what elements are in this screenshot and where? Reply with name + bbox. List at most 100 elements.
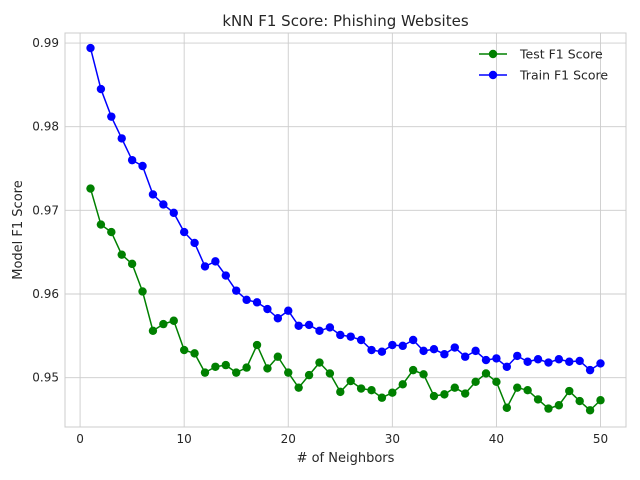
y-tick-label: 0.97 [32, 203, 59, 217]
data-point-train-f1-score [460, 352, 470, 361]
x-tick-label: 40 [489, 432, 504, 446]
data-point-test-f1-score [159, 319, 168, 329]
data-point-train-f1-score [127, 155, 137, 165]
x-axis-label: # of Neighbors [297, 451, 395, 466]
data-point-test-f1-score [273, 352, 283, 361]
data-point-test-f1-score [200, 368, 210, 377]
data-point-test-f1-score [377, 393, 387, 402]
data-point-test-f1-score [284, 368, 293, 377]
data-point-train-f1-score [481, 355, 491, 365]
data-point-test-f1-score [471, 377, 480, 387]
legend-marker-train-f1-score [488, 70, 498, 80]
tick-labels: 0 10 20 30 40 50 0.95 0.96 0.97 0.98 0.99 [32, 36, 608, 446]
data-point-train-f1-score [565, 357, 574, 366]
data-point-train-f1-score [169, 208, 178, 218]
data-point-train-f1-score [419, 346, 428, 356]
data-point-test-f1-score [408, 365, 418, 375]
data-point-test-f1-score [388, 388, 397, 397]
data-point-train-f1-score [221, 271, 231, 280]
legend-label-train-f1-score: Train F1 Score [519, 68, 608, 83]
data-point-train-f1-score [575, 356, 584, 366]
y-tick-label: 0.96 [32, 287, 59, 301]
series-layer [86, 43, 605, 415]
data-point-test-f1-score [148, 326, 158, 336]
data-point-train-f1-score [367, 345, 376, 355]
data-point-train-f1-score [96, 84, 106, 94]
data-point-test-f1-score [565, 386, 574, 396]
series-train-f1-score [86, 43, 605, 375]
plot-frame [64, 32, 627, 428]
data-point-test-f1-score [336, 387, 345, 397]
data-point-train-f1-score [107, 112, 116, 121]
data-point-train-f1-score [596, 359, 605, 368]
data-point-train-f1-score [284, 306, 293, 315]
data-point-train-f1-score [336, 330, 345, 340]
chart-title: kNN F1 Score: Phishing Websites [222, 12, 468, 30]
legend-item-test-f1-score: Test F1 Score [479, 47, 603, 62]
data-point-train-f1-score [294, 321, 303, 330]
data-point-test-f1-score [96, 220, 106, 229]
data-point-train-f1-score [471, 346, 480, 356]
data-point-train-f1-score [232, 286, 241, 295]
data-point-train-f1-score [86, 43, 95, 53]
data-point-test-f1-score [429, 391, 439, 401]
y-tick-label: 0.95 [32, 371, 59, 385]
data-point-test-f1-score [356, 384, 366, 393]
y-axis-label: Model F1 Score [11, 180, 26, 279]
data-point-test-f1-score [575, 396, 584, 406]
data-point-test-f1-score [304, 370, 314, 380]
data-point-train-f1-score [585, 365, 595, 375]
data-point-train-f1-score [356, 335, 366, 345]
data-point-test-f1-score [211, 362, 220, 371]
data-point-test-f1-score [450, 383, 459, 392]
data-point-test-f1-score [544, 404, 553, 413]
data-point-test-f1-score [419, 370, 428, 379]
data-point-test-f1-score [252, 340, 262, 350]
data-point-test-f1-score [523, 385, 532, 395]
data-point-test-f1-score [117, 250, 126, 259]
data-point-train-f1-score [388, 340, 397, 350]
data-point-test-f1-score [513, 383, 522, 392]
y-tick-label: 0.98 [32, 120, 59, 134]
legend: Test F1 Score Train F1 Score [479, 47, 608, 83]
data-point-test-f1-score [190, 349, 199, 358]
data-point-train-f1-score [492, 354, 501, 363]
data-point-train-f1-score [117, 134, 126, 143]
data-point-test-f1-score [460, 389, 470, 398]
data-point-test-f1-score [367, 385, 376, 395]
data-point-test-f1-score [242, 363, 251, 372]
data-point-test-f1-score [502, 403, 512, 412]
data-point-test-f1-score [315, 358, 324, 367]
data-point-train-f1-score [398, 341, 407, 351]
data-point-train-f1-score [523, 357, 532, 366]
legend-marker-test-f1-score [488, 49, 498, 59]
data-point-train-f1-score [200, 262, 210, 271]
data-point-train-f1-score [263, 304, 272, 314]
x-tick-label: 10 [177, 432, 192, 446]
data-point-train-f1-score [346, 332, 355, 341]
data-point-train-f1-score [148, 190, 158, 199]
data-point-train-f1-score [429, 345, 439, 354]
data-point-test-f1-score [325, 369, 335, 378]
data-point-train-f1-score [304, 320, 314, 330]
data-point-train-f1-score [544, 358, 553, 367]
data-point-train-f1-score [159, 200, 168, 209]
data-point-test-f1-score [232, 368, 241, 377]
data-point-train-f1-score [273, 314, 283, 323]
data-point-test-f1-score [440, 390, 449, 399]
data-point-test-f1-score [107, 227, 116, 237]
data-point-train-f1-score [252, 298, 262, 307]
legend-item-train-f1-score: Train F1 Score [479, 68, 608, 83]
data-point-test-f1-score [596, 396, 605, 405]
data-point-test-f1-score [86, 184, 95, 193]
data-point-test-f1-score [533, 395, 543, 404]
data-point-test-f1-score [138, 287, 147, 296]
data-point-test-f1-score [127, 259, 137, 269]
data-point-train-f1-score [408, 335, 418, 345]
data-point-test-f1-score [398, 380, 407, 389]
data-point-train-f1-score [440, 350, 449, 359]
x-tick-label: 50 [593, 432, 608, 446]
data-point-train-f1-score [377, 347, 387, 356]
